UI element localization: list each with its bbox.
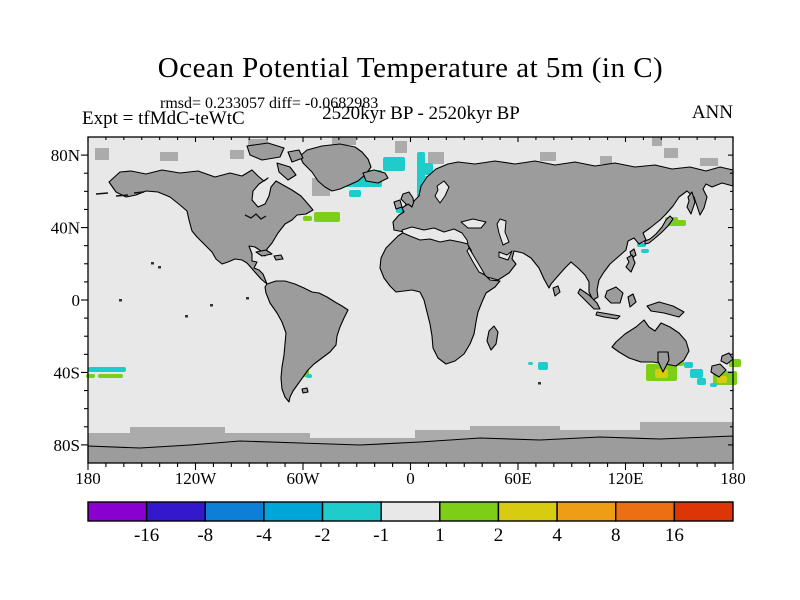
anomaly-patch	[98, 374, 123, 378]
lon-tick-label: 60W	[286, 469, 320, 488]
anomaly-patch	[684, 362, 693, 368]
anomaly-patch	[690, 369, 703, 378]
season-label: ANN	[691, 102, 733, 123]
anomaly-patch	[528, 362, 533, 365]
colorbar-cell	[321, 501, 382, 522]
anomaly-patch	[314, 212, 340, 222]
lon-tick-label: 180	[75, 469, 101, 488]
colorbar: -16 -8 -4 -2 -1 1 2 4 8 16	[87, 501, 734, 546]
anomaly-patch	[349, 190, 361, 197]
colorbar-label: -2	[315, 525, 331, 546]
colorbar-cell	[497, 501, 558, 522]
colorbar-cell	[439, 501, 500, 522]
colorbar-cell	[615, 501, 676, 522]
anomaly-patch	[88, 367, 126, 372]
lon-tick-label: 120W	[175, 469, 218, 488]
lat-tick-label: 80S	[54, 436, 80, 455]
colorbar-cell	[145, 501, 206, 522]
map-axes: 180 120W 60W 0 60E 120E 180 80N 40N 0 40S 80S	[51, 136, 746, 488]
anomaly-patch	[717, 376, 727, 383]
colorbar-cell	[556, 501, 617, 522]
colorbar-label: 1	[435, 525, 445, 546]
anomaly-patch	[697, 378, 706, 385]
interior-seas	[244, 180, 513, 276]
colorbar-cell	[380, 501, 441, 522]
lat-tick-label: 0	[72, 291, 81, 310]
colorbar-label: 8	[611, 525, 621, 546]
colorbar-label: 16	[665, 525, 684, 546]
colorbar-label: 2	[494, 525, 504, 546]
plot-title: Ocean Potential Temperature at 5m (in C)	[157, 52, 664, 84]
anomaly-patch	[641, 249, 649, 253]
anomaly-patch	[306, 374, 312, 378]
anomaly-patch	[710, 383, 717, 387]
lon-tick-label: 0	[406, 469, 415, 488]
antarctica	[87, 422, 734, 464]
stats-line: rmsd= 0.233057 diff= -0.0682983	[160, 95, 379, 112]
lon-tick-label: 180	[720, 469, 746, 488]
colorbar-label: 4	[552, 525, 562, 546]
colorbar-label: -4	[256, 525, 272, 546]
colorbar-label: -8	[197, 525, 213, 546]
anomaly-patch	[729, 359, 741, 367]
lat-tick-label: 40S	[54, 363, 80, 382]
colorbar-cell	[263, 501, 324, 522]
anomaly-patch	[538, 362, 548, 370]
continents	[108, 142, 734, 403]
lat-tick-label: 80N	[51, 146, 80, 165]
lon-tick-label: 120E	[608, 469, 644, 488]
colorbar-cell	[673, 501, 734, 522]
colorbar-cell	[87, 501, 148, 522]
anomaly-patch	[423, 163, 433, 175]
temperature-anomaly-patches	[86, 152, 741, 387]
anomaly-patch	[383, 157, 405, 171]
anomaly-patch	[655, 369, 668, 378]
colorbar-label: -16	[134, 525, 159, 546]
experiment-label: Expt = tfMdC-teWtC	[82, 108, 245, 129]
small-islands	[95, 191, 541, 385]
colorbar-cell	[204, 501, 265, 522]
lon-tick-label: 60E	[504, 469, 531, 488]
lat-tick-label: 40N	[51, 219, 80, 238]
anomaly-patch	[303, 216, 312, 221]
colorbar-label: -1	[373, 525, 389, 546]
anomaly-patch	[673, 220, 686, 226]
